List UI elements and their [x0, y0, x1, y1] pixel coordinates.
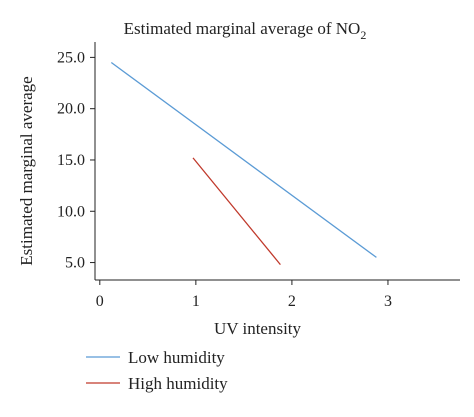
- chart-title-subscript: 2: [360, 28, 366, 42]
- y-axis-title: Estimated marginal average: [17, 76, 36, 265]
- y-tick-label-2: 15.0: [57, 152, 85, 169]
- x-axis-title: UV intensity: [214, 319, 302, 338]
- y-tick-label-3: 20.0: [57, 101, 85, 118]
- chart-title-main: Estimated marginal average of NO: [124, 19, 361, 38]
- y-tick-label-0: 5.0: [65, 255, 85, 272]
- chart-title: Estimated marginal average of NO2: [124, 19, 367, 42]
- x-tick-label-3: 3: [384, 293, 392, 310]
- x-tick-label-1: 1: [192, 293, 200, 310]
- x-tick-label-0: 0: [96, 293, 104, 310]
- legend-label-high-humidity: High humidity: [128, 374, 228, 393]
- y-tick-label-4: 25.0: [57, 49, 85, 66]
- x-tick-label-2: 2: [288, 293, 296, 310]
- legend: Low humidity High humidity: [86, 348, 228, 393]
- legend-label-low-humidity: Low humidity: [128, 348, 225, 367]
- series-line-high-humidity: [192, 157, 281, 266]
- y-tick-label-1: 10.0: [57, 203, 85, 220]
- series-line-low-humidity: [110, 61, 377, 258]
- plot-area: 5.0 10.0 15.0 20.0 25.0 0 1 2 3 UV intensity Estim…: [17, 42, 460, 338]
